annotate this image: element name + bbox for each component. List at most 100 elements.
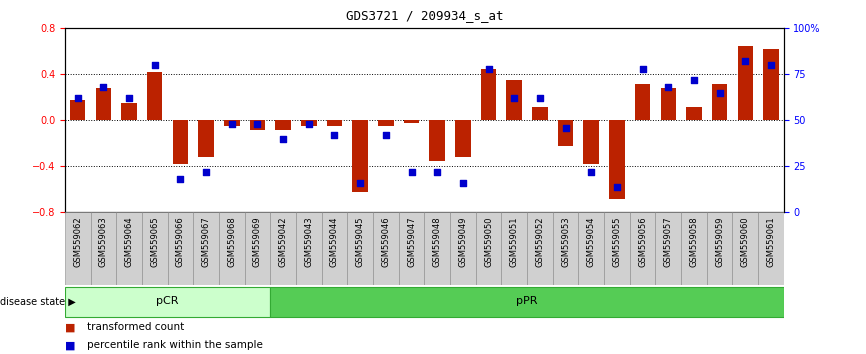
Text: GSM559069: GSM559069: [253, 216, 262, 267]
Point: [404, 169, 418, 175]
Bar: [121, 103, 137, 120]
Bar: [532, 107, 547, 120]
Bar: [707, 212, 733, 285]
Text: GSM559066: GSM559066: [176, 216, 185, 267]
Point: [353, 180, 367, 186]
Text: GSM559064: GSM559064: [125, 216, 133, 267]
Bar: [430, 120, 445, 161]
Bar: [527, 212, 553, 285]
Bar: [198, 120, 214, 157]
Bar: [424, 212, 450, 285]
Point: [559, 125, 572, 131]
Bar: [686, 107, 701, 120]
Text: GSM559054: GSM559054: [586, 216, 596, 267]
Point: [122, 96, 136, 101]
Text: ■: ■: [65, 322, 75, 332]
Bar: [507, 80, 522, 120]
Bar: [501, 212, 527, 285]
Point: [636, 66, 650, 72]
Text: GSM559067: GSM559067: [202, 216, 210, 267]
Text: GSM559059: GSM559059: [715, 216, 724, 267]
Bar: [558, 120, 573, 146]
Bar: [321, 212, 347, 285]
Text: GSM559068: GSM559068: [227, 216, 236, 267]
Bar: [398, 212, 424, 285]
Point: [481, 66, 495, 72]
Bar: [609, 120, 624, 199]
Bar: [656, 212, 681, 285]
Bar: [404, 120, 419, 123]
Text: GSM559058: GSM559058: [689, 216, 698, 267]
Bar: [635, 84, 650, 120]
Bar: [475, 212, 501, 285]
Text: GSM559060: GSM559060: [740, 216, 750, 267]
Bar: [630, 212, 656, 285]
Bar: [301, 120, 316, 126]
Text: GSM559061: GSM559061: [766, 216, 775, 267]
Bar: [326, 120, 342, 126]
Bar: [681, 212, 707, 285]
Point: [173, 176, 187, 182]
Bar: [352, 120, 368, 192]
Text: GSM559063: GSM559063: [99, 216, 108, 267]
Bar: [116, 212, 142, 285]
Bar: [553, 212, 578, 285]
Text: GDS3721 / 209934_s_at: GDS3721 / 209934_s_at: [346, 9, 503, 22]
Point: [225, 121, 239, 127]
Bar: [244, 212, 270, 285]
Bar: [219, 212, 244, 285]
Point: [507, 96, 521, 101]
Bar: [96, 88, 111, 120]
Point: [610, 184, 624, 189]
Point: [379, 132, 393, 138]
Text: GSM559049: GSM559049: [458, 216, 468, 267]
Point: [739, 59, 753, 64]
Point: [456, 180, 469, 186]
Text: GSM559047: GSM559047: [407, 216, 416, 267]
Bar: [481, 69, 496, 120]
Bar: [604, 212, 630, 285]
Text: ■: ■: [65, 340, 75, 350]
Bar: [584, 120, 599, 164]
Point: [199, 169, 213, 175]
Bar: [712, 84, 727, 120]
Text: GSM559042: GSM559042: [279, 216, 288, 267]
Bar: [661, 88, 675, 120]
Bar: [270, 287, 784, 317]
Bar: [249, 120, 265, 130]
Text: GSM559065: GSM559065: [151, 216, 159, 267]
Bar: [65, 287, 270, 317]
Text: GSM559062: GSM559062: [74, 216, 82, 267]
Text: percentile rank within the sample: percentile rank within the sample: [87, 340, 262, 350]
Point: [764, 62, 778, 68]
Bar: [578, 212, 604, 285]
Bar: [450, 212, 475, 285]
Bar: [296, 212, 321, 285]
Text: GSM559052: GSM559052: [535, 216, 545, 267]
Point: [585, 169, 598, 175]
Bar: [70, 100, 86, 120]
Bar: [738, 46, 753, 120]
Bar: [733, 212, 758, 285]
Bar: [224, 120, 240, 126]
Text: transformed count: transformed count: [87, 322, 184, 332]
Bar: [378, 120, 393, 126]
Point: [430, 169, 444, 175]
Bar: [456, 120, 470, 157]
Point: [276, 136, 290, 142]
Point: [71, 96, 85, 101]
Bar: [65, 212, 91, 285]
Text: GSM559050: GSM559050: [484, 216, 493, 267]
Bar: [763, 49, 779, 120]
Bar: [142, 212, 168, 285]
Bar: [172, 120, 188, 164]
Text: GSM559048: GSM559048: [433, 216, 442, 267]
Point: [96, 84, 110, 90]
Point: [148, 62, 162, 68]
Text: GSM559056: GSM559056: [638, 216, 647, 267]
Point: [713, 90, 727, 96]
Point: [250, 121, 264, 127]
Text: GSM559053: GSM559053: [561, 216, 570, 267]
Point: [302, 121, 316, 127]
Text: pPR: pPR: [516, 296, 538, 306]
